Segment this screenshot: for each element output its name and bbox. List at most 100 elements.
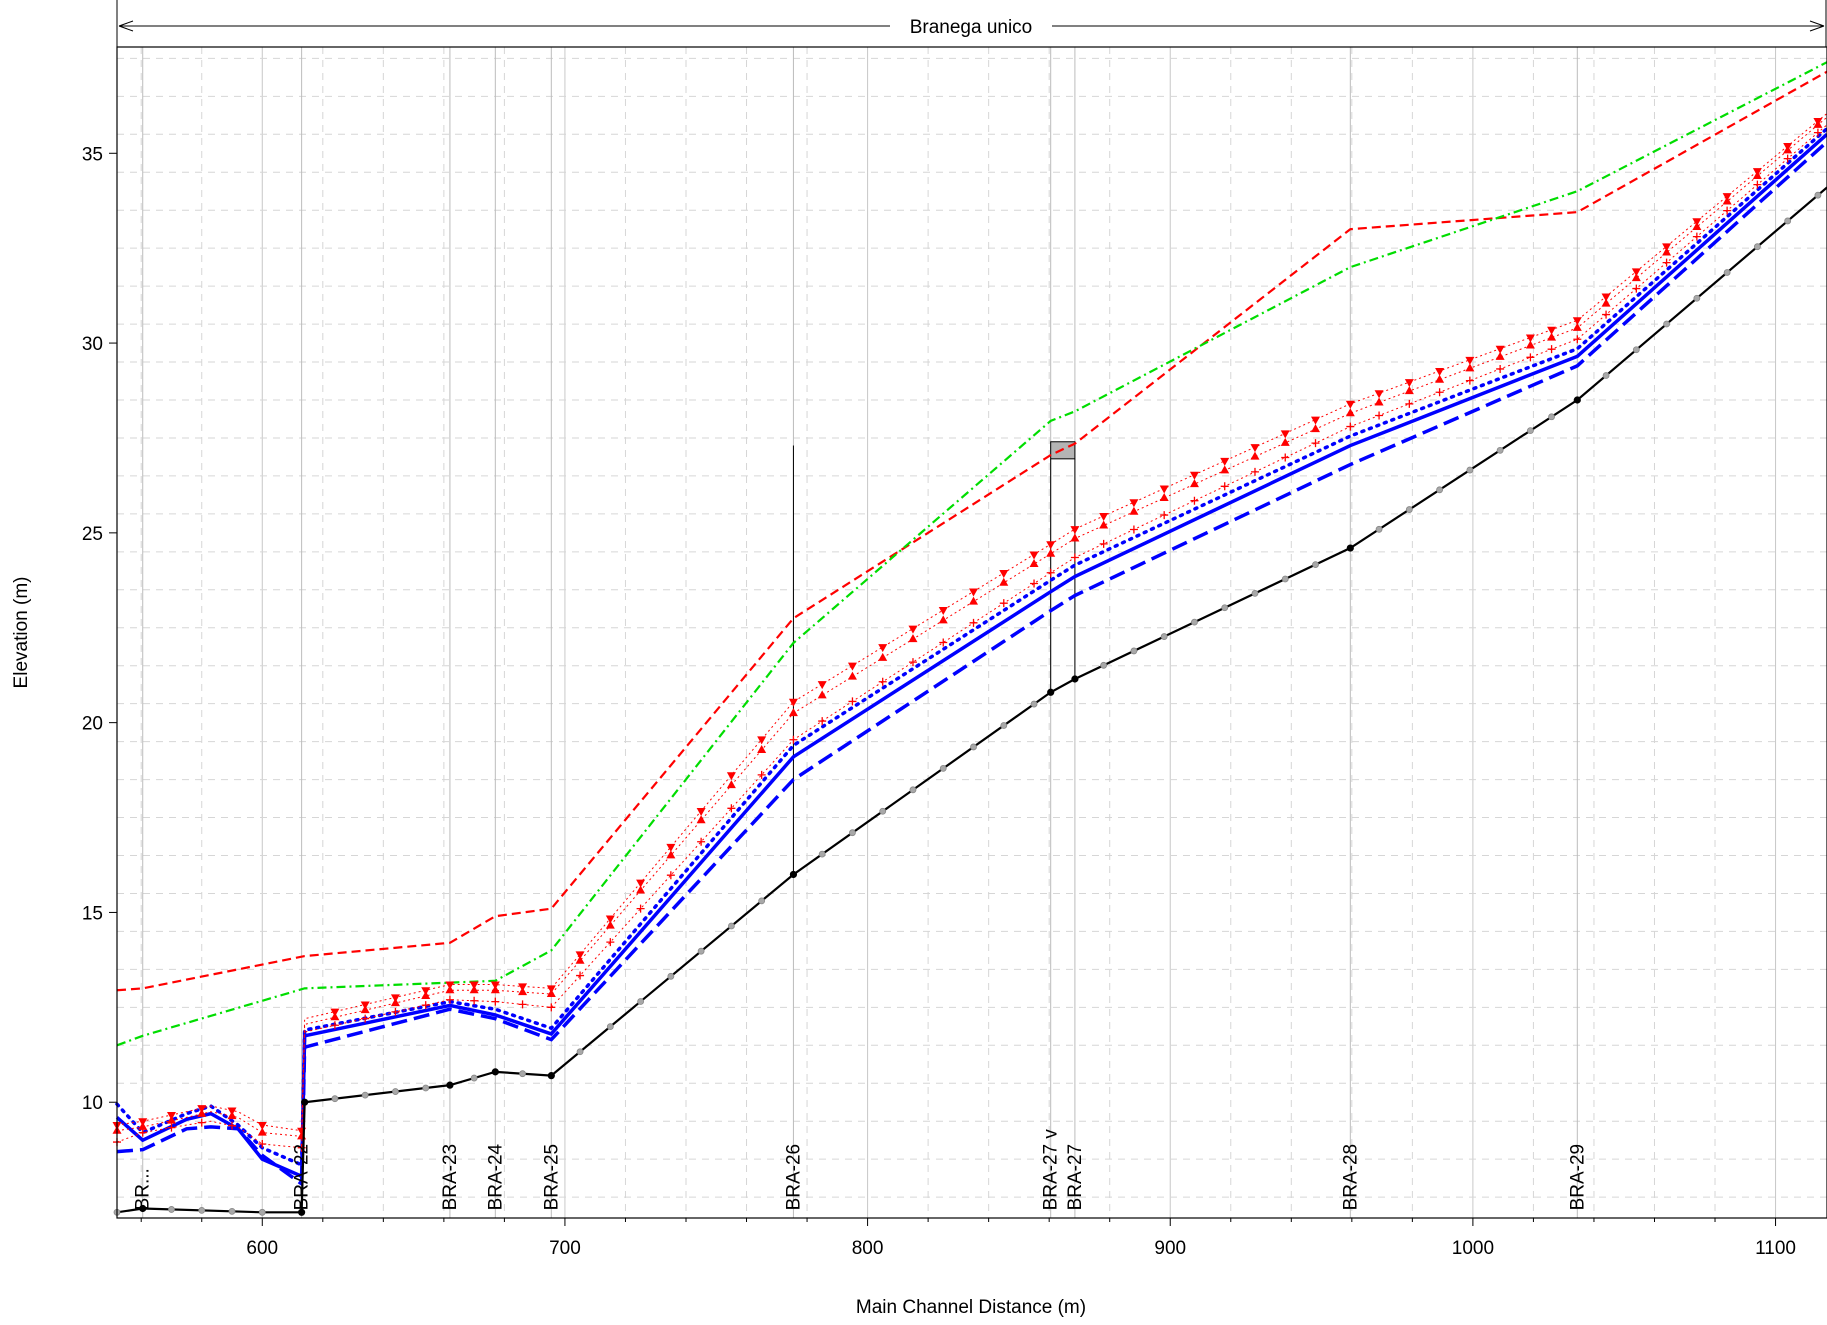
x-tick-label: 800 [852,1238,884,1259]
ground-point [259,1209,265,1215]
ground-point [1191,619,1197,625]
ground-point [332,1096,338,1102]
ground-point [759,898,765,904]
eg-triangle-down-marker [878,644,887,652]
ground-point [1437,487,1443,493]
ground-point [638,998,644,1004]
eg-triangle-up-marker [1129,507,1138,515]
section-label: BRA-27 v [1041,1129,1062,1211]
ground-point [1815,192,1821,198]
eg-triangle-up-marker [1070,534,1079,542]
eg-triangle-down-marker [908,626,917,634]
section-label: BRA-23 [440,1144,461,1211]
ground-point [520,1071,526,1077]
ground-point [1574,397,1580,403]
eg-triangle-up-marker [789,708,798,716]
eg-plus-marker [491,998,499,1006]
eg-triangle-down-marker [1723,193,1732,201]
ground-point [1785,218,1791,224]
series-lob [117,72,1827,991]
eg-plus-marker [1160,511,1168,519]
eg-triangle-down-marker [518,983,527,991]
eg-triangle-down-marker [491,982,500,990]
eg-plus-marker [1030,580,1038,588]
ground-point [971,744,977,750]
eg-triangle-down-marker [138,1118,147,1126]
series-ws_dash [117,142,1827,1184]
ground-point [728,923,734,929]
eg-triangle-up-marker [1346,408,1355,416]
eg-plus-marker [970,619,978,627]
ground-point [1001,723,1007,729]
series-ws_dot [117,129,1827,1165]
ground-point [548,1072,554,1078]
ground-point [1347,545,1353,551]
eg-triangle-up-marker [1375,397,1384,405]
eg-triangle-down-marker [1632,268,1641,276]
ground-point [1664,321,1670,327]
ground-point [1497,447,1503,453]
eg-plus-marker [1281,454,1289,462]
ground-point [1131,648,1137,654]
ground-point [362,1092,368,1098]
ground-point [1603,373,1609,379]
eg-triangle-up-marker [1160,493,1169,501]
eg-triangle-down-marker [1346,401,1355,409]
ground-point [1161,634,1167,640]
eg-triangle-down-marker [818,681,827,689]
ground-point [1072,676,1078,682]
series-eg [117,113,1827,1130]
y-axis-label: Elevation (m) [11,577,32,689]
eg-plus-marker [1548,345,1556,353]
x-tick-label: 1100 [1755,1238,1796,1259]
ground-point [1406,507,1412,513]
ground-point [1222,605,1228,611]
ground-point [577,1049,583,1055]
eg-triangle-down-marker [848,663,857,671]
eg-triangle-down-marker [258,1122,267,1130]
eg-triangle-down-marker [1783,143,1792,151]
ground-point [880,808,886,814]
eg-plus-marker [1047,569,1055,577]
ground-point [471,1075,477,1081]
eg-triangle-down-marker [727,772,736,780]
x-tick-label: 700 [549,1238,581,1259]
ground-point [698,948,704,954]
ground-point [1282,576,1288,582]
eg-triangle-down-marker [1496,346,1505,354]
x-tick-label: 600 [246,1238,278,1259]
eg-triangle-up-marker [848,672,857,680]
eg-triangle-down-marker [1547,327,1556,335]
x-tick-label: 1000 [1452,1238,1494,1259]
section-label: BRA-27 [1065,1144,1086,1211]
eg-triangle-down-marker [1030,551,1039,559]
y-tick-label: 10 [82,1093,103,1114]
y-tick-label: 30 [82,334,103,355]
ground-point [940,765,946,771]
ground-point [1252,590,1258,596]
x-tick-label: 900 [1154,1238,1186,1259]
ground-point [447,1082,453,1088]
eg-triangle-down-marker [666,844,675,852]
y-tick-label: 20 [82,714,103,735]
eg-triangle-down-marker [969,589,978,597]
series-ws_solid [117,134,1827,1176]
eg-plus-marker [1221,482,1229,490]
section-label: BRA-28 [1340,1144,1361,1211]
eg-plus-marker [1190,497,1198,505]
eg-triangle-down-marker [1375,390,1384,398]
ground-point [1313,562,1319,568]
eg-triangle-up-marker [1220,465,1229,473]
eg-triangle-down-marker [1602,293,1611,301]
eg-triangle-down-marker [1250,444,1259,452]
ground-point [1694,295,1700,301]
section-label: BRA-29 [1567,1144,1588,1211]
eg-triangle-down-marker [470,982,479,990]
eg-plus-marker [727,804,735,812]
y-tick-label: 15 [82,903,103,924]
eg-plus-marker [697,838,705,846]
eg-triangle-down-marker [1662,243,1671,251]
series-eg [117,117,1827,1136]
